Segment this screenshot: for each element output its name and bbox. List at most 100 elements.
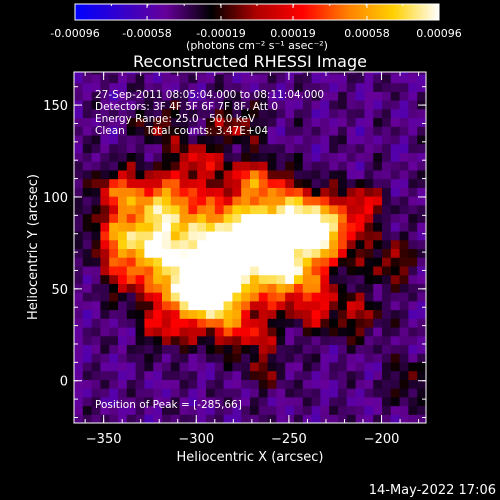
heatmap-cell — [399, 405, 409, 415]
heatmap-cell — [214, 335, 225, 346]
heatmap-cell — [267, 361, 277, 372]
heatmap-cell — [153, 257, 163, 267]
heatmap-cell — [162, 213, 172, 223]
heatmap-cell — [302, 335, 313, 346]
heatmap-cell — [320, 72, 330, 75]
heatmap-cell — [100, 178, 110, 188]
heatmap-cell — [135, 169, 145, 180]
heatmap-cell — [135, 91, 145, 101]
heatmap-cell — [206, 178, 216, 188]
heatmap-cell — [399, 126, 409, 136]
heatmap-cell — [135, 134, 145, 145]
heatmap-cell — [311, 370, 321, 380]
heatmap-cell — [382, 405, 392, 415]
heatmap-cell — [276, 344, 286, 354]
heatmap-cell — [294, 353, 304, 363]
heatmap-cell — [162, 361, 172, 372]
heatmap-cell — [399, 335, 409, 346]
heatmap-cell — [373, 82, 383, 92]
heatmap-cell — [267, 405, 277, 415]
heatmap-cell — [135, 117, 145, 127]
heatmap-cell — [74, 309, 84, 319]
heatmap-cell — [355, 239, 365, 250]
heatmap-cell — [197, 126, 207, 136]
heatmap-cell — [241, 274, 251, 284]
heatmap-cell — [346, 257, 357, 267]
heatmap-cell — [144, 204, 154, 215]
heatmap-cell — [399, 414, 409, 423]
heatmap-cell — [170, 73, 181, 84]
heatmap-cell — [408, 344, 418, 354]
heatmap-cell — [188, 388, 198, 398]
heatmap-cell — [91, 396, 101, 407]
heatmap-cell — [179, 82, 189, 92]
heatmap-cell — [355, 82, 365, 92]
heatmap-cell — [390, 213, 401, 223]
heatmap-cell — [338, 239, 348, 250]
heatmap-cell — [320, 300, 330, 311]
heatmap-cell — [390, 196, 401, 206]
heatmap-cell — [135, 257, 145, 267]
heatmap-cell — [285, 239, 295, 250]
heatmap-cell — [170, 335, 181, 346]
heatmap-cell — [162, 169, 172, 180]
heatmap-cell — [346, 178, 357, 188]
heatmap-cell — [241, 100, 251, 110]
heatmap-cell — [364, 143, 374, 153]
heatmap-cell — [179, 152, 189, 162]
heatmap-cell — [399, 213, 409, 223]
heatmap-cell — [197, 257, 207, 267]
heatmap-cell — [206, 257, 216, 267]
heatmap-cell — [118, 309, 128, 319]
heatmap-cell — [153, 196, 163, 206]
heatmap-cell — [302, 161, 313, 171]
heatmap-cell — [109, 274, 119, 284]
heatmap-cell — [258, 100, 269, 110]
heatmap-cell — [364, 126, 374, 136]
heatmap-cell — [153, 414, 163, 423]
heatmap-cell — [338, 309, 348, 319]
heatmap-cell — [162, 283, 172, 293]
heatmap-cell — [153, 265, 163, 276]
heatmap-cell — [179, 161, 189, 171]
heatmap-cell — [258, 309, 269, 319]
heatmap-cell — [74, 152, 84, 162]
heatmap-cell — [82, 248, 93, 258]
heatmap-cell — [329, 230, 339, 241]
heatmap-cell — [179, 379, 189, 389]
heatmap-cell — [382, 326, 392, 337]
x-axis-ticks: −350 −300 −250 −200 — [84, 72, 420, 447]
heatmap-cell — [232, 100, 242, 110]
heatmap-cell — [355, 265, 365, 276]
heatmap-cell — [188, 344, 198, 354]
heatmap-cell — [126, 73, 137, 84]
heatmap-cell — [311, 265, 321, 276]
heatmap-cell — [382, 161, 392, 171]
heatmap-cell — [179, 213, 189, 223]
heatmap-cell — [91, 265, 101, 276]
heatmap-cell — [82, 178, 93, 188]
heatmap-cell — [294, 213, 304, 223]
heatmap-cell — [232, 82, 242, 92]
heatmap-cell — [320, 388, 330, 398]
heatmap-cell — [135, 265, 145, 276]
heatmap-cell — [373, 379, 383, 389]
heatmap-cell — [355, 187, 365, 197]
y-axis-label: Heliocentric Y (arcsec) — [26, 174, 41, 320]
heatmap-cell — [250, 414, 260, 423]
heatmap-cell — [126, 72, 137, 75]
heatmap-cell — [144, 239, 154, 250]
heatmap-cell — [126, 126, 137, 136]
heatmap-cell — [144, 318, 154, 328]
heatmap-cell — [390, 73, 401, 84]
heatmap-cell — [109, 196, 119, 206]
heatmap-cell — [267, 73, 277, 84]
heatmap-cell — [206, 134, 216, 145]
heatmap-cell — [100, 326, 110, 337]
heatmap-cell — [91, 274, 101, 284]
heatmap-cell — [241, 405, 251, 415]
heatmap-cell — [346, 405, 357, 415]
heatmap-cell — [399, 204, 409, 215]
heatmap-cell — [294, 326, 304, 337]
heatmap-cell — [276, 353, 286, 363]
